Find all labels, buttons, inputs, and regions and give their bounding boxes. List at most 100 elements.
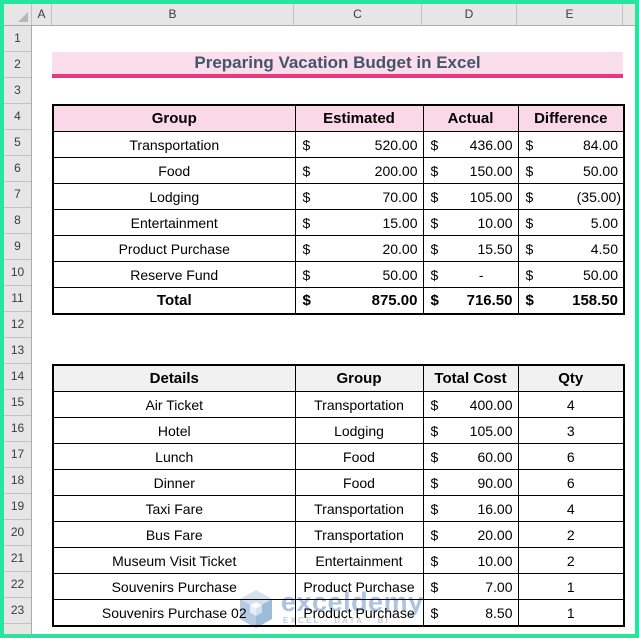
cell-qty[interactable]: 6 [517, 443, 625, 470]
cell-details[interactable]: Souvenirs Purchase [52, 573, 296, 600]
cell-group[interactable]: Food [294, 469, 424, 496]
cell-group[interactable]: Product Purchase [294, 573, 424, 600]
row-header-16[interactable]: 16 [4, 416, 31, 442]
budget-header-actual[interactable]: Actual [422, 104, 519, 132]
cell-actual[interactable]: $10.00 [422, 209, 519, 236]
row-header-15[interactable]: 15 [4, 390, 31, 416]
cell-total-cost[interactable]: $8.50 [422, 599, 519, 627]
cell-details[interactable]: Dinner [52, 469, 296, 496]
cell-estimated[interactable]: $15.00 [294, 209, 424, 236]
budget-header-estimated[interactable]: Estimated [294, 104, 424, 132]
details-header-group[interactable]: Group [294, 364, 424, 392]
row-header-10[interactable]: 10 [4, 260, 31, 286]
cell-group[interactable]: Product Purchase [52, 235, 296, 262]
cell-actual[interactable]: $ - [422, 261, 519, 288]
cell-difference[interactable]: $5.00 [517, 209, 625, 236]
cell-total-cost[interactable]: $16.00 [422, 495, 519, 522]
details-header-qty[interactable]: Qty [517, 364, 625, 392]
cell-estimated[interactable]: $520.00 [294, 131, 424, 158]
cell-difference[interactable]: $ (35.00) [517, 183, 625, 210]
cell-estimated[interactable]: $50.00 [294, 261, 424, 288]
details-header-details[interactable]: Details [52, 364, 296, 392]
row-header-20[interactable]: 20 [4, 520, 31, 546]
row-header-19[interactable]: 19 [4, 494, 31, 520]
column-header-d[interactable]: D [422, 4, 517, 25]
cell-qty[interactable]: 2 [517, 521, 625, 548]
cell-group[interactable]: Food [52, 157, 296, 184]
cell-total-cost[interactable]: $20.00 [422, 521, 519, 548]
row-header-9[interactable]: 9 [4, 234, 31, 260]
cell-total-cost[interactable]: $105.00 [422, 417, 519, 444]
row-header-23[interactable]: 23 [4, 598, 31, 624]
cell-group[interactable]: Reserve Fund [52, 261, 296, 288]
cell-group[interactable]: Entertainment [52, 209, 296, 236]
column-header-e[interactable]: E [517, 4, 623, 25]
cell-group[interactable]: Food [294, 443, 424, 470]
row-header-14[interactable]: 14 [4, 364, 31, 390]
cell-group[interactable]: Lodging [52, 183, 296, 210]
cell-difference[interactable]: $50.00 [517, 261, 625, 288]
cell-total-cost[interactable]: $400.00 [422, 391, 519, 418]
column-header-b[interactable]: B [52, 4, 294, 25]
cell-actual[interactable]: $105.00 [422, 183, 519, 210]
cell-group[interactable]: Transportation [294, 521, 424, 548]
row-header-18[interactable]: 18 [4, 468, 31, 494]
row-header-13[interactable]: 13 [4, 338, 31, 364]
cell-group[interactable]: Product Purchase [294, 599, 424, 627]
cell-group[interactable]: Transportation [294, 391, 424, 418]
cell-qty[interactable]: 1 [517, 599, 625, 627]
cell-details[interactable]: Souvenirs Purchase 02 [52, 599, 296, 627]
cell-qty[interactable]: 1 [517, 573, 625, 600]
row-header-5[interactable]: 5 [4, 130, 31, 156]
cell-difference[interactable]: $84.00 [517, 131, 625, 158]
cell-details[interactable]: Lunch [52, 443, 296, 470]
cell-qty[interactable]: 6 [517, 469, 625, 496]
row-header-8[interactable]: 8 [4, 208, 31, 234]
cell-actual[interactable]: $436.00 [422, 131, 519, 158]
cell-qty[interactable]: 3 [517, 417, 625, 444]
cell-total-cost[interactable]: $7.00 [422, 573, 519, 600]
row-header-2[interactable]: 2 [4, 52, 31, 78]
row-header-22[interactable]: 22 [4, 572, 31, 598]
row-header-3[interactable]: 3 [4, 78, 31, 104]
sheet-title-cell[interactable]: Preparing Vacation Budget in Excel [52, 52, 623, 78]
cell-details[interactable]: Bus Fare [52, 521, 296, 548]
cell-actual[interactable]: $150.00 [422, 157, 519, 184]
cell-group[interactable]: Transportation [52, 131, 296, 158]
cell-details[interactable]: Air Ticket [52, 391, 296, 418]
row-header-11[interactable]: 11 [4, 286, 31, 312]
cell-total-estimated[interactable]: $875.00 [294, 287, 424, 315]
row-header-12[interactable]: 12 [4, 312, 31, 338]
cell-estimated[interactable]: $200.00 [294, 157, 424, 184]
budget-header-difference[interactable]: Difference [517, 104, 625, 132]
cell-qty[interactable]: 4 [517, 391, 625, 418]
cell-actual[interactable]: $15.50 [422, 235, 519, 262]
cell-total-cost[interactable]: $90.00 [422, 469, 519, 496]
cell-estimated[interactable]: $20.00 [294, 235, 424, 262]
cell-qty[interactable]: 4 [517, 495, 625, 522]
cell-qty[interactable]: 2 [517, 547, 625, 574]
cell-total-difference[interactable]: $158.50 [517, 287, 625, 315]
select-all-button[interactable] [4, 4, 32, 25]
row-header-4[interactable]: 4 [4, 104, 31, 130]
cell-estimated[interactable]: $70.00 [294, 183, 424, 210]
cell-total-actual[interactable]: $716.50 [422, 287, 519, 315]
row-header-17[interactable]: 17 [4, 442, 31, 468]
row-header-1[interactable]: 1 [4, 26, 31, 52]
cell-group[interactable]: Entertainment [294, 547, 424, 574]
cell-total-cost[interactable]: $10.00 [422, 547, 519, 574]
row-header-21[interactable]: 21 [4, 546, 31, 572]
cell-total-label[interactable]: Total [52, 287, 296, 315]
cell-total-cost[interactable]: $60.00 [422, 443, 519, 470]
row-header-7[interactable]: 7 [4, 182, 31, 208]
row-header-6[interactable]: 6 [4, 156, 31, 182]
cell-group[interactable]: Transportation [294, 495, 424, 522]
column-header-c[interactable]: C [294, 4, 422, 25]
cell-difference[interactable]: $50.00 [517, 157, 625, 184]
cell-details[interactable]: Taxi Fare [52, 495, 296, 522]
column-header-a[interactable]: A [32, 4, 52, 25]
cell-difference[interactable]: $4.50 [517, 235, 625, 262]
details-header-total-cost[interactable]: Total Cost [422, 364, 519, 392]
cell-details[interactable]: Hotel [52, 417, 296, 444]
cell-group[interactable]: Lodging [294, 417, 424, 444]
